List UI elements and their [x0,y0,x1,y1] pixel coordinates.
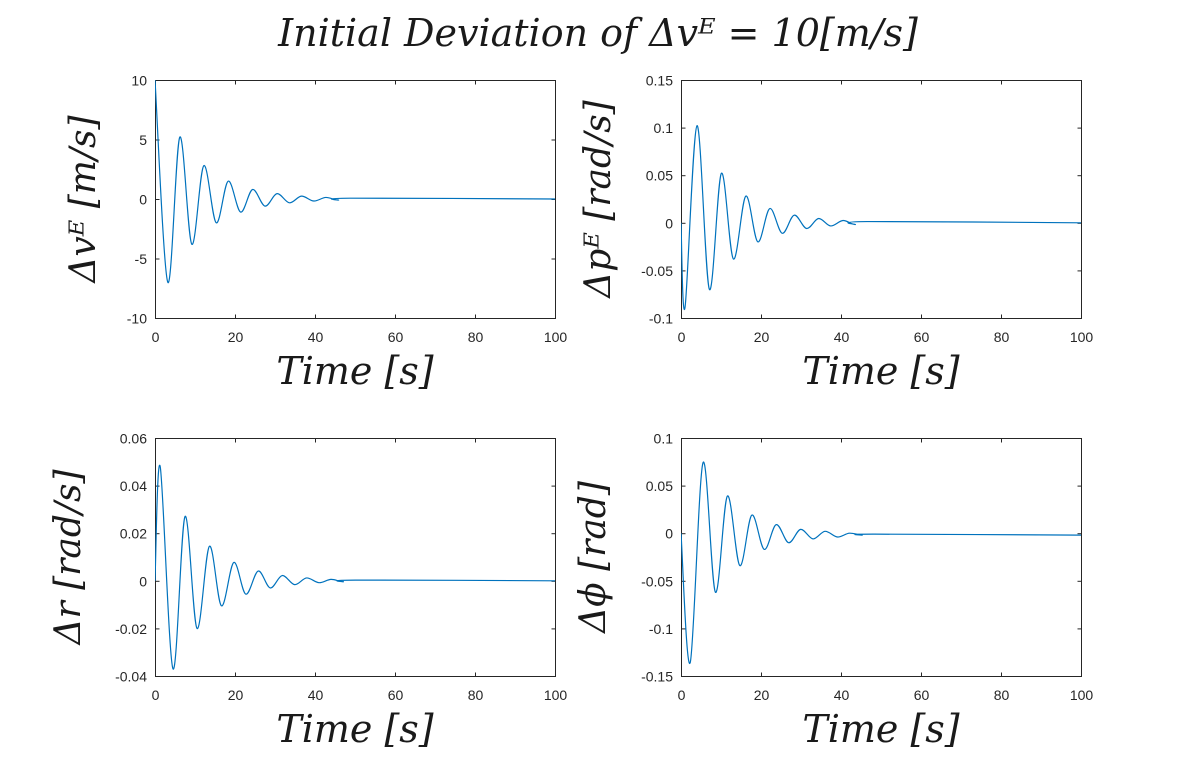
y-tick-label: 5 [139,132,147,148]
x-tick-label: 20 [754,687,770,703]
x-tick-label: 20 [228,687,244,703]
y-axis-label: Δpᴱ [rad/s] [578,99,619,299]
y-tick-label: -0.1 [649,621,673,637]
y-axis-label: Δϕ [rad] [573,480,614,635]
y-tick-label: 0.05 [646,478,673,494]
series-line [155,464,556,670]
y-tick-label: -0.15 [641,669,673,685]
subplot-top-left: 0 20 40 60 80 100 -10 -5 0 5 10 Time [s] Δvᴱ [m/s] [63,73,567,394]
series-line [155,80,556,283]
x-tick-label: 0 [152,687,160,703]
x-tick-label: 0 [678,329,686,345]
x-axis-label: Time [s] [802,707,959,751]
x-tick-label: 20 [754,329,770,345]
x-tick-label: 60 [388,329,404,345]
y-tick-label: -10 [127,311,147,327]
x-tick-label: 0 [152,329,160,345]
y-tick-label: 0 [139,573,147,589]
x-tick-label: 60 [388,687,404,703]
x-tick-label: 40 [308,687,324,703]
subplot-grid: 0 20 40 60 80 100 -10 -5 0 5 10 Time [s] Δvᴱ [m/s] 0 2… [48,73,1093,752]
x-axis-label: Time [s] [802,349,959,393]
x-tick-label: 80 [994,329,1010,345]
x-tick-label: 40 [308,329,324,345]
y-tick-label: 0.1 [654,120,674,136]
subplot-top-right: 0 20 40 60 80 100 -0.1 -0.05 0 0.05 0.1 0.15 Time [s… [578,73,1093,394]
y-tick-label: -0.05 [641,263,673,279]
x-tick-label: 20 [228,329,244,345]
y-tick-label: 0 [665,526,673,542]
y-axis-label: Δr [rad/s] [48,469,89,647]
x-tick-label: 100 [544,687,568,703]
y-tick-label: 0.05 [646,168,673,184]
y-tick-label: 0.15 [646,73,673,89]
axes-box [155,438,556,677]
axes-box [681,438,1082,677]
y-tick-label: 0.06 [120,431,147,447]
x-tick-label: 40 [834,329,850,345]
subplot-bottom-left: 0 20 40 60 80 100 -0.04 -0.02 0 0.02 0.04 0.06 Time … [48,431,567,752]
y-tick-label: -0.05 [641,573,673,589]
x-tick-label: 60 [914,329,930,345]
x-axis-label: Time [s] [276,707,433,751]
y-tick-label: -0.1 [649,311,673,327]
x-tick-label: 100 [1070,687,1094,703]
y-tick-label: -0.04 [115,669,147,685]
x-tick-label: 80 [468,687,484,703]
y-tick-label: 10 [131,73,147,89]
x-tick-label: 40 [834,687,850,703]
figure-title: Initial Deviation of Δvᴱ = 10[m/s] [277,11,918,55]
series-line [681,125,1082,311]
y-tick-label: -5 [135,251,148,267]
y-tick-label: 0 [665,215,673,231]
y-tick-label: 0.04 [120,478,147,494]
y-tick-label: 0.02 [120,526,147,542]
x-tick-label: 60 [914,687,930,703]
x-tick-label: 80 [468,329,484,345]
x-axis-label: Time [s] [276,349,433,393]
y-tick-label: -0.02 [115,621,147,637]
x-tick-label: 100 [1070,329,1094,345]
axes-box [155,80,556,319]
axes-box [681,80,1082,319]
series-line [681,461,1082,664]
y-tick-label: 0 [139,192,147,208]
subplot-bottom-right: 0 20 40 60 80 100 -0.15 -0.1 -0.05 0 0.05 0.1 Time [… [573,431,1093,752]
y-tick-label: 0.1 [654,431,674,447]
x-tick-label: 100 [544,329,568,345]
y-axis-label: Δvᴱ [m/s] [63,114,104,284]
x-tick-label: 80 [994,687,1010,703]
x-tick-label: 0 [678,687,686,703]
